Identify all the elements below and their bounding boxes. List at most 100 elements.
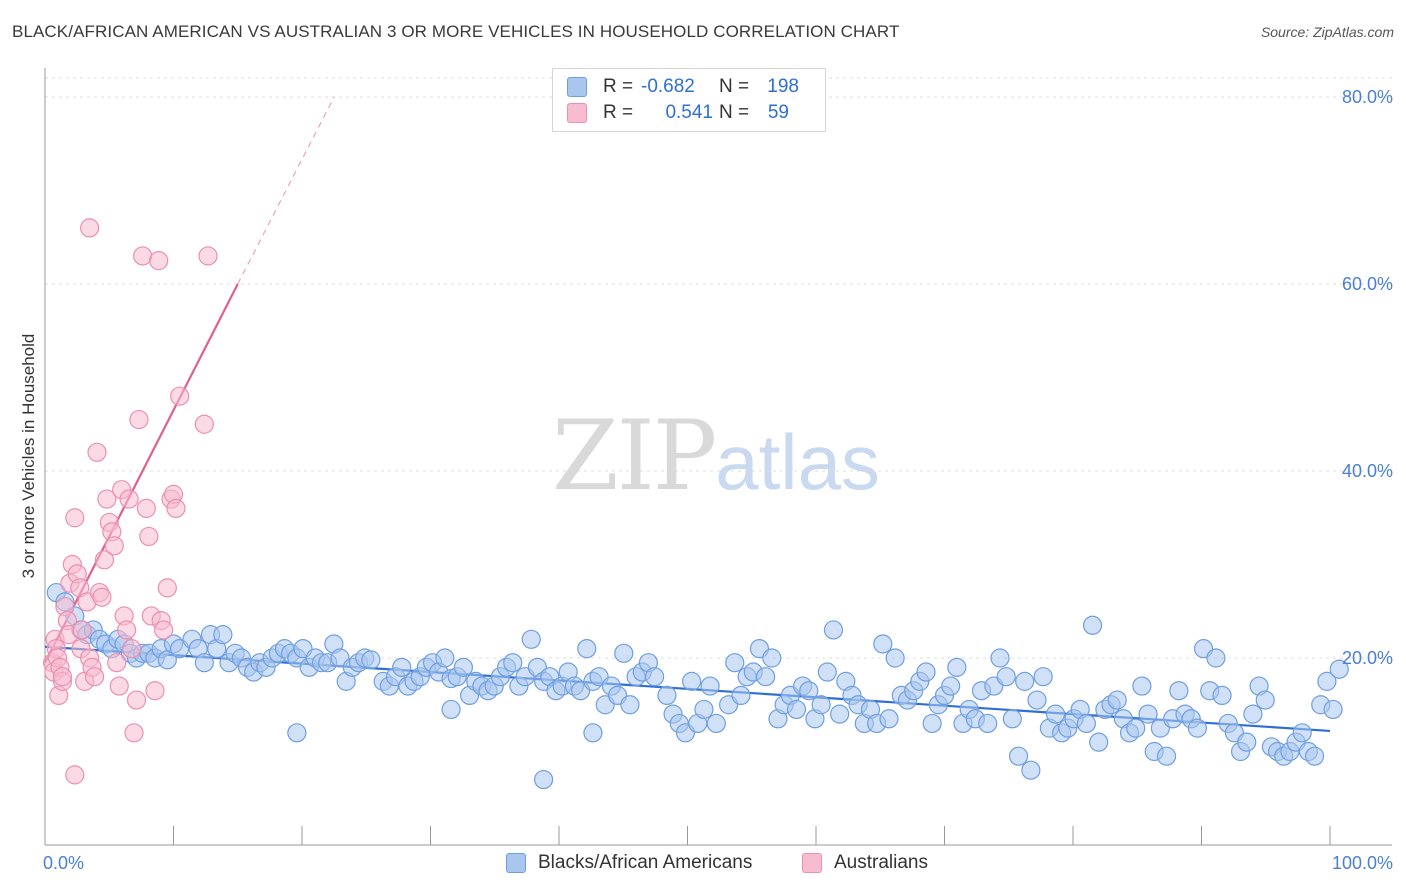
point-blacks bbox=[885, 648, 905, 668]
point-blacks bbox=[287, 723, 307, 743]
x-tick-label: 100.0% bbox=[1332, 853, 1393, 873]
point-blacks bbox=[1292, 723, 1312, 743]
point-australians bbox=[126, 690, 147, 710]
point-blacks bbox=[645, 667, 665, 687]
point-australians bbox=[119, 489, 139, 509]
legend-swatch-australians bbox=[567, 103, 587, 123]
point-blacks bbox=[1107, 690, 1127, 710]
point-blacks bbox=[1008, 746, 1029, 766]
data-points bbox=[43, 218, 1349, 790]
correlation-legend: R = -0.682 N = 198 R = 0.541 N = 59 bbox=[552, 68, 826, 132]
point-blacks bbox=[1089, 732, 1109, 752]
point-australians bbox=[129, 409, 149, 430]
point-blacks bbox=[194, 653, 214, 673]
legend-item-australians: Australians bbox=[802, 852, 928, 874]
x-tick-label: 0.0% bbox=[43, 853, 84, 873]
point-blacks bbox=[361, 650, 381, 670]
legend-r-value: 0.541 bbox=[665, 102, 713, 123]
point-blacks bbox=[978, 713, 998, 734]
point-blacks bbox=[1187, 718, 1207, 738]
legend-swatch-blacks bbox=[567, 77, 587, 97]
point-blacks bbox=[947, 657, 967, 677]
point-blacks bbox=[1156, 746, 1177, 766]
point-blacks bbox=[1015, 671, 1035, 691]
series-legend: Blacks/African Americans Australians bbox=[0, 852, 1406, 878]
point-australians bbox=[194, 414, 214, 434]
point-blacks bbox=[1027, 690, 1047, 710]
point-blacks bbox=[1169, 681, 1189, 701]
legend-row-blacks: R = -0.682 N = 198 bbox=[567, 75, 799, 99]
point-blacks bbox=[817, 662, 837, 682]
point-blacks bbox=[1304, 746, 1325, 766]
trend-line-australians bbox=[44, 283, 239, 664]
point-blacks bbox=[441, 699, 461, 720]
point-blacks bbox=[873, 634, 893, 654]
legend-label-blacks: Blacks/African Americans bbox=[538, 852, 753, 873]
point-blacks bbox=[879, 709, 899, 729]
point-blacks bbox=[392, 657, 412, 677]
point-blacks bbox=[811, 695, 831, 715]
legend-row-australians: R = 0.541 N = 59 bbox=[567, 101, 789, 125]
point-blacks bbox=[620, 695, 640, 715]
trend-line-australians-extension bbox=[237, 96, 335, 285]
point-blacks bbox=[1082, 615, 1103, 635]
point-blacks bbox=[700, 676, 720, 696]
legend-swatch-blacks bbox=[506, 853, 526, 873]
y-tick-label: 20.0% bbox=[1342, 648, 1393, 668]
point-blacks bbox=[916, 662, 936, 682]
legend-r-label: R = bbox=[603, 76, 634, 97]
point-blacks bbox=[213, 625, 233, 645]
axes bbox=[44, 68, 1392, 846]
point-australians bbox=[65, 508, 85, 528]
legend-swatch-australians bbox=[802, 853, 822, 873]
point-australians bbox=[124, 723, 144, 743]
point-australians bbox=[166, 498, 186, 518]
point-blacks bbox=[521, 629, 541, 649]
point-australians bbox=[52, 667, 73, 687]
point-blacks bbox=[1126, 718, 1146, 738]
point-blacks bbox=[1002, 709, 1022, 729]
point-australians bbox=[170, 386, 190, 406]
point-blacks bbox=[1243, 704, 1263, 724]
point-blacks bbox=[731, 685, 751, 706]
point-blacks bbox=[453, 657, 473, 677]
point-blacks bbox=[1329, 659, 1349, 679]
point-blacks bbox=[996, 667, 1016, 687]
point-australians bbox=[154, 620, 174, 640]
point-australians bbox=[145, 681, 165, 701]
point-australians bbox=[117, 620, 137, 640]
grid-lines bbox=[45, 77, 1392, 659]
y-axis-label: 3 or more Vehicles in Household bbox=[19, 334, 38, 579]
point-blacks bbox=[614, 643, 634, 663]
point-australians bbox=[121, 639, 142, 659]
legend-r-label: R = bbox=[603, 102, 634, 123]
point-blacks bbox=[799, 681, 819, 701]
point-blacks bbox=[533, 769, 554, 790]
point-blacks bbox=[1323, 699, 1343, 720]
point-blacks bbox=[1045, 704, 1066, 724]
legend-n-label: N = bbox=[719, 102, 750, 123]
legend-n-value: 198 bbox=[767, 76, 799, 97]
point-australians bbox=[107, 653, 127, 673]
point-blacks bbox=[990, 648, 1010, 668]
point-blacks bbox=[756, 667, 776, 687]
point-blacks bbox=[1212, 685, 1232, 706]
point-australians bbox=[198, 246, 218, 266]
point-blacks bbox=[1033, 667, 1053, 687]
legend-n-value: 59 bbox=[767, 102, 789, 123]
point-australians bbox=[157, 578, 177, 598]
point-australians bbox=[92, 587, 112, 607]
point-australians bbox=[109, 676, 129, 696]
point-blacks bbox=[1206, 648, 1226, 668]
point-blacks bbox=[682, 671, 702, 691]
point-australians bbox=[104, 536, 124, 556]
legend-label-australians: Australians bbox=[834, 852, 928, 873]
chart-title: BLACK/AFRICAN AMERICAN VS AUSTRALIAN 3 O… bbox=[12, 22, 900, 41]
legend-n-label: N = bbox=[719, 76, 750, 97]
point-blacks bbox=[583, 723, 603, 743]
point-australians bbox=[94, 550, 115, 570]
axis-labels: 20.0% 40.0% 60.0% 80.0% 0.0% 100.0% 3 or more … bbox=[19, 87, 1393, 873]
y-tick-label: 80.0% bbox=[1342, 87, 1393, 107]
point-blacks bbox=[1132, 676, 1152, 696]
